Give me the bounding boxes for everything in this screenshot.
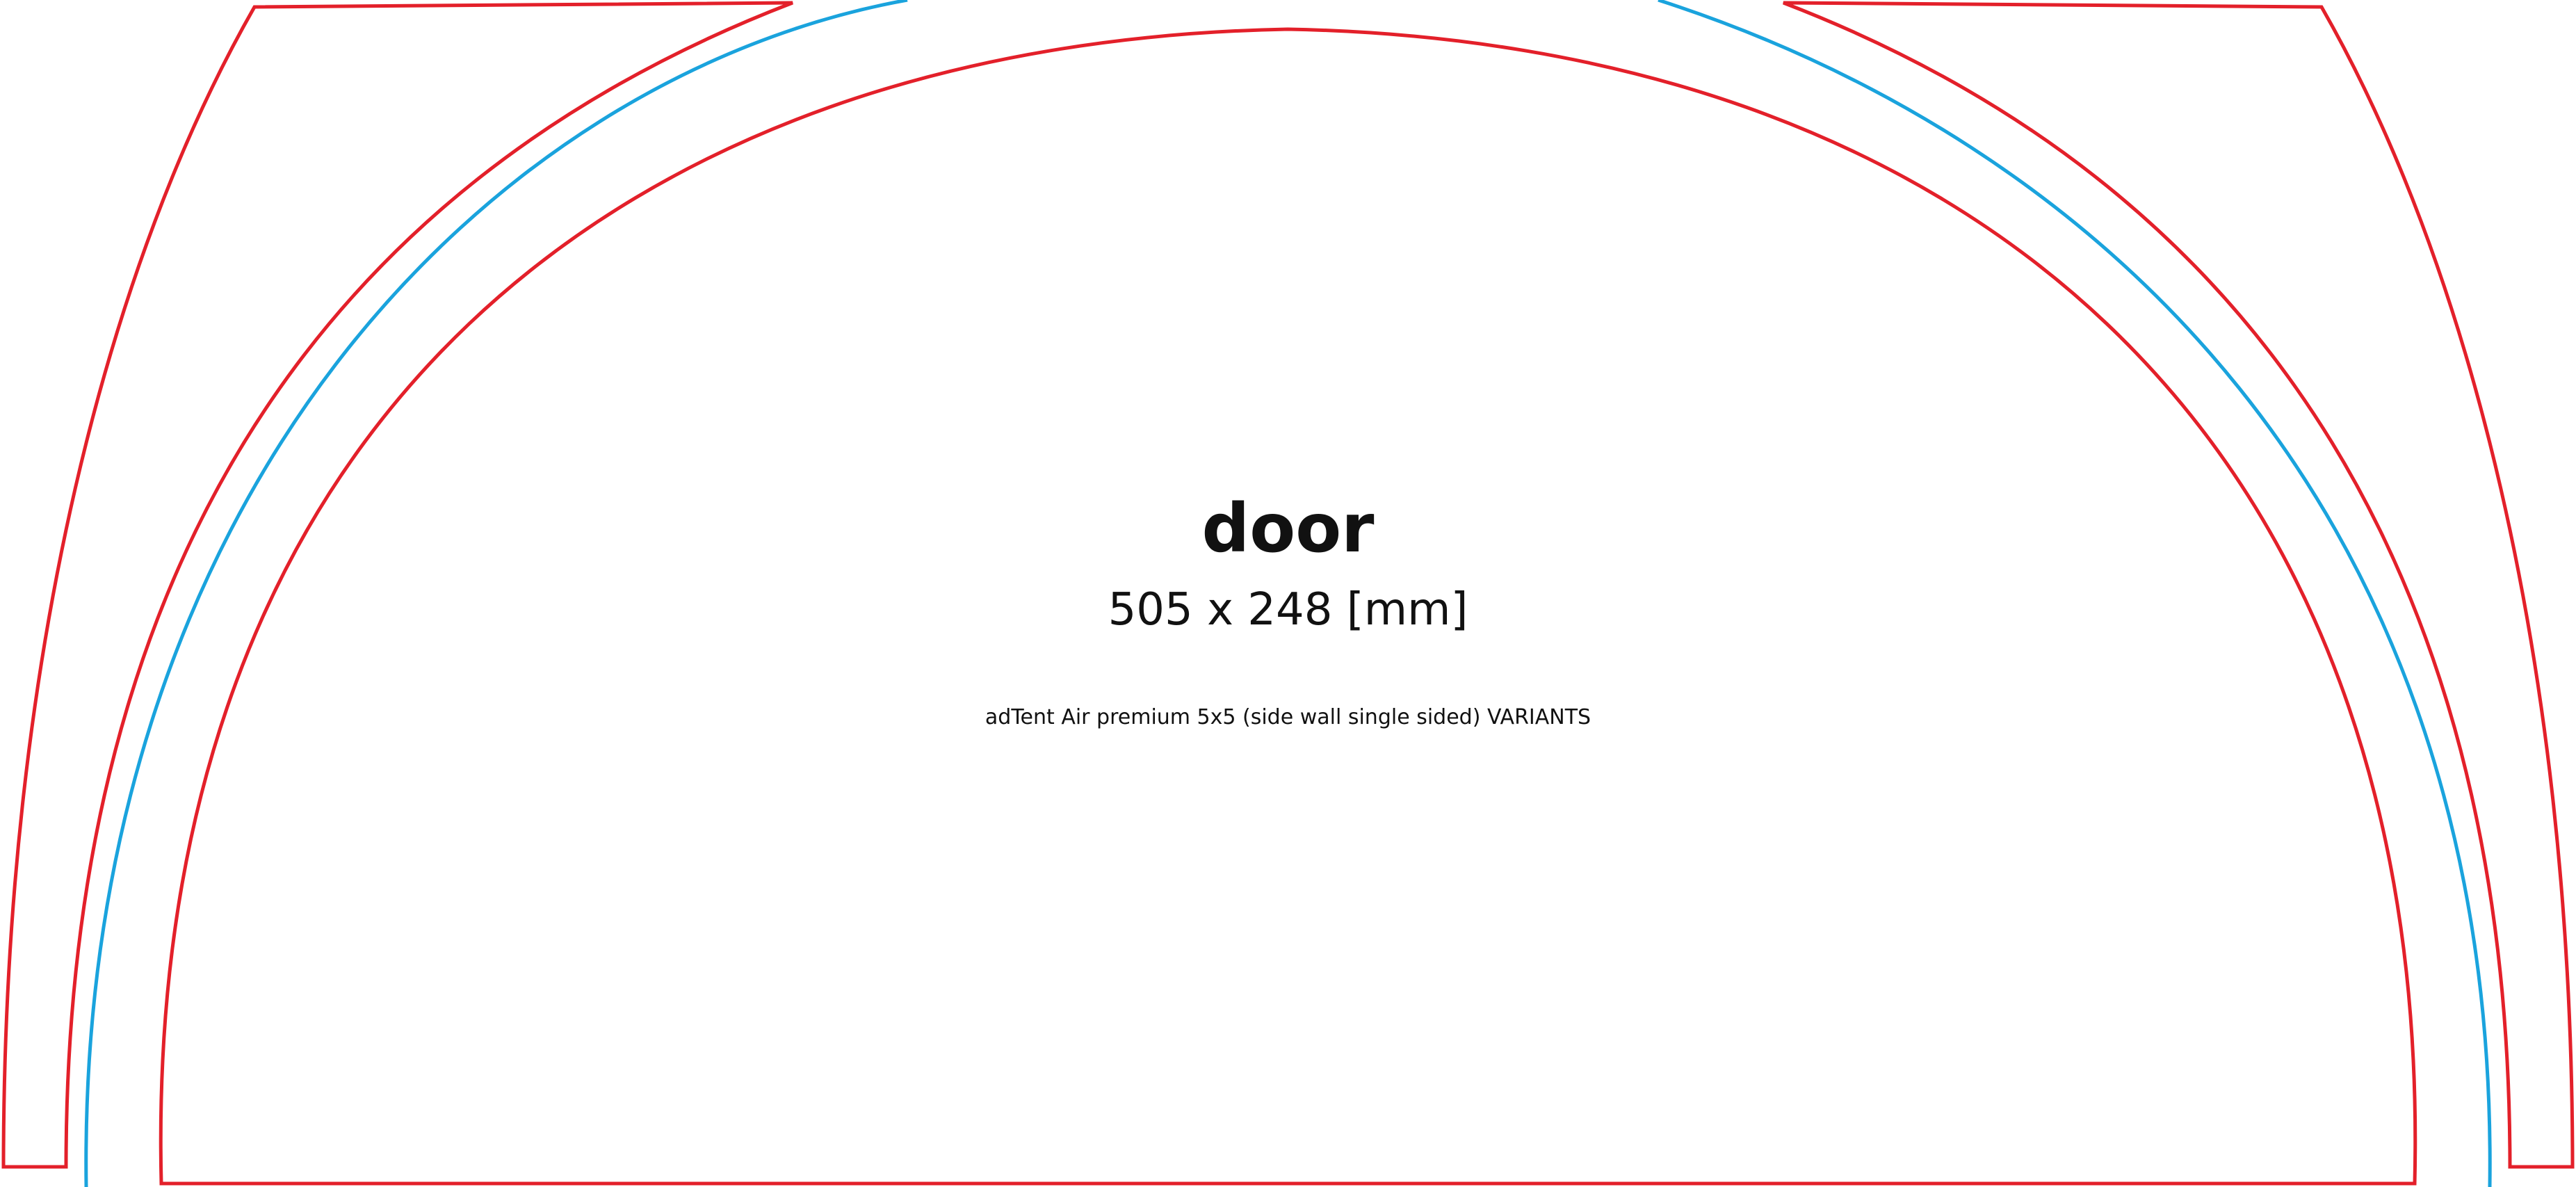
product-name: adTent Air premium 5x5 (side wall single… — [985, 705, 1591, 729]
inner-arch-cut-line — [159, 27, 2417, 1186]
template-dimensions: 505 x 248 [mm] — [1108, 584, 1468, 636]
bleed-arch-line — [84, 0, 2492, 1187]
template-title: door — [1201, 490, 1375, 567]
